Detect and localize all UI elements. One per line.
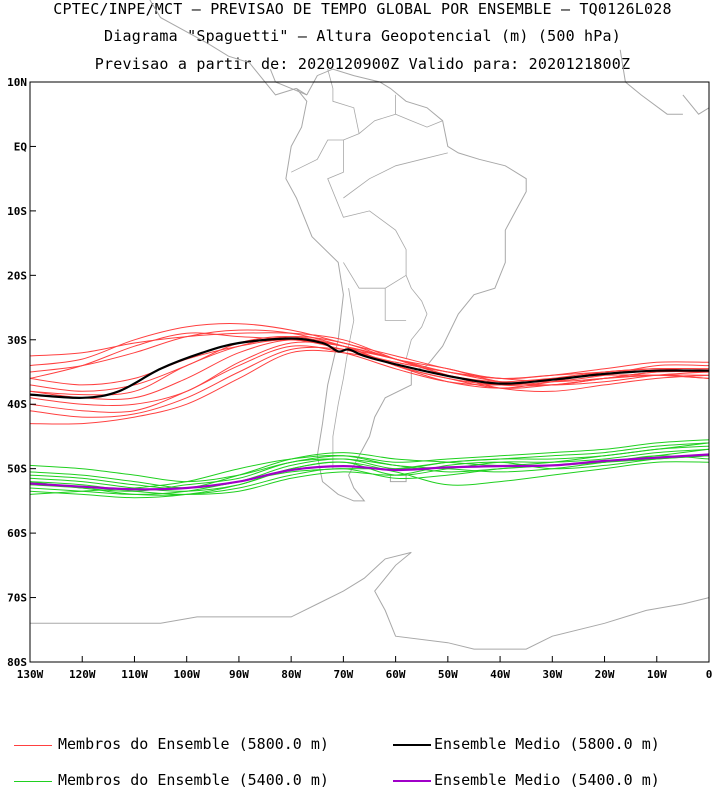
lat-label-30s: 30S bbox=[7, 334, 27, 347]
map-frame bbox=[29, 81, 710, 663]
legend-mean-5400: Ensemble Medio (5400.0 m) bbox=[434, 771, 660, 789]
members-5400-layer bbox=[29, 439, 710, 499]
legend-swatch-members-5400 bbox=[14, 781, 52, 782]
lat-label-10s: 10S bbox=[7, 205, 27, 218]
legend-swatch-members-5800 bbox=[14, 745, 52, 746]
title-line-2: Diagrama "Spaguetti" — Altura Geopotenci… bbox=[104, 27, 621, 45]
lat-label-20s: 20S bbox=[7, 269, 27, 282]
lon-label-0: 0 bbox=[706, 668, 713, 681]
legend-members-5400: Membros do Ensemble (5400.0 m) bbox=[58, 771, 329, 789]
lon-label-70w: 70W bbox=[333, 668, 353, 681]
lon-label-10w: 10W bbox=[647, 668, 667, 681]
lon-label-130w: 130W bbox=[17, 668, 44, 681]
member-5800-line-10 bbox=[29, 336, 710, 392]
legend-swatch-mean-5400 bbox=[393, 780, 431, 782]
member-5400-line-7 bbox=[29, 455, 710, 495]
coastline-layer bbox=[30, 0, 710, 650]
lon-label-50w: 50W bbox=[438, 668, 458, 681]
lon-label-20w: 20W bbox=[595, 668, 615, 681]
lat-label-60s: 60S bbox=[7, 527, 27, 540]
lon-label-100w: 100W bbox=[173, 668, 200, 681]
ensemble-mean-5800-line bbox=[29, 337, 710, 399]
legend-mean-5800: Ensemble Medio (5800.0 m) bbox=[434, 735, 660, 753]
lat-label-10n: 10N bbox=[7, 76, 27, 89]
lat-label-80s: 80S bbox=[7, 656, 27, 669]
member-5400-line-10 bbox=[29, 455, 710, 492]
member-5800-line-2 bbox=[29, 323, 710, 380]
lon-label-80w: 80W bbox=[281, 668, 301, 681]
lon-label-110w: 110W bbox=[121, 668, 148, 681]
title-line-1: CPTEC/INPE/MCT — PREVISAO DE TEMPO GLOBA… bbox=[53, 0, 672, 18]
ensemble-mean-5400-line bbox=[29, 453, 710, 491]
member-5800-line-9 bbox=[29, 349, 710, 425]
legend-members-5800: Membros do Ensemble (5800.0 m) bbox=[58, 735, 329, 753]
member-5400-line-5 bbox=[29, 461, 710, 499]
ensemble-mean-layer bbox=[29, 337, 710, 491]
member-5400-line-8 bbox=[29, 442, 710, 489]
member-5800-line-11 bbox=[29, 336, 710, 396]
lon-label-40w: 40W bbox=[490, 668, 510, 681]
member-5800-line-6 bbox=[29, 341, 710, 406]
lon-label-60w: 60W bbox=[386, 668, 406, 681]
member-5800-line-12 bbox=[29, 332, 710, 389]
lon-label-90w: 90W bbox=[229, 668, 249, 681]
lat-label-40s: 40S bbox=[7, 398, 27, 411]
member-5400-line-1 bbox=[29, 439, 710, 483]
lon-label-30w: 30W bbox=[542, 668, 562, 681]
lat-label-50s: 50S bbox=[7, 463, 27, 476]
legend-swatch-mean-5800 bbox=[393, 744, 431, 746]
lat-label-eq: EQ bbox=[14, 140, 28, 153]
title-line-3: Previsao a partir de: 2020120900Z Valido… bbox=[94, 55, 631, 73]
lat-label-70s: 70S bbox=[7, 592, 27, 605]
lon-label-120w: 120W bbox=[69, 668, 96, 681]
